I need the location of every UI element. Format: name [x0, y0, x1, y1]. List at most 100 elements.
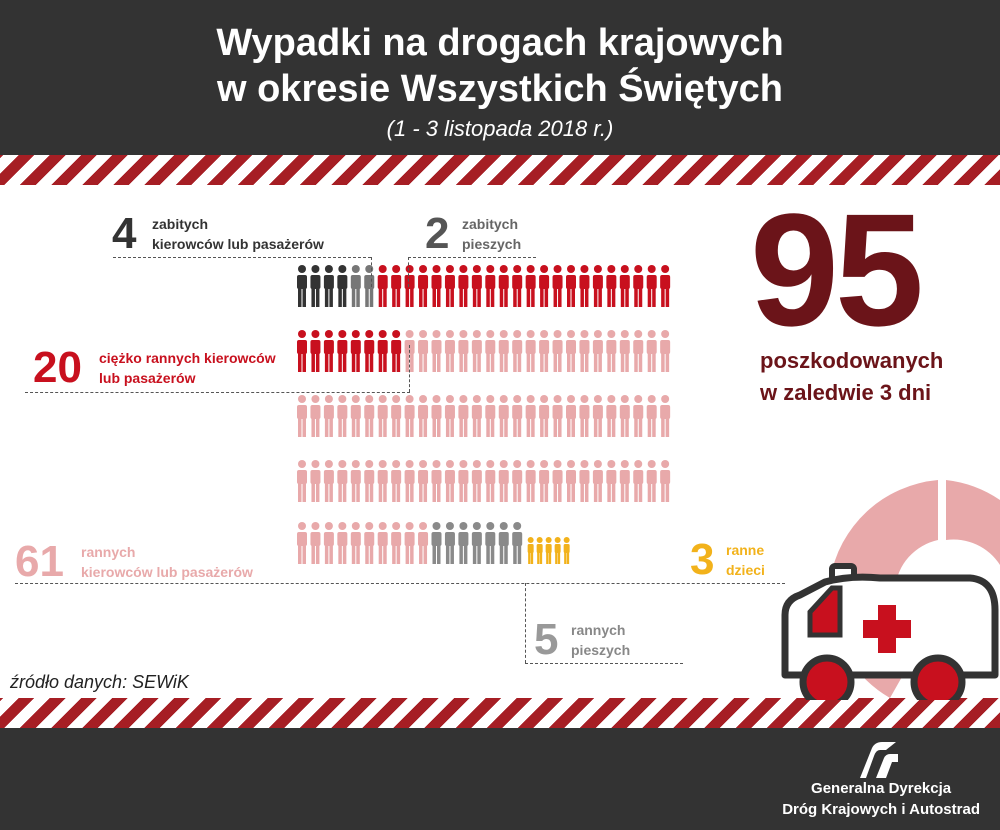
person-icon — [552, 265, 563, 307]
injured-occupant-icon — [539, 460, 550, 502]
injured-occupant-icon — [404, 522, 415, 564]
seriously-injured-icon — [391, 330, 402, 372]
injured-occupant-icon — [471, 395, 482, 437]
injured-child-icon — [536, 537, 543, 564]
person-icon — [660, 265, 671, 307]
injured-children-line2: dzieci — [726, 562, 765, 578]
person-icon — [377, 265, 388, 307]
injured-occupant-icon — [579, 460, 590, 502]
killed-pedestrian-icon — [350, 265, 361, 307]
person-icon — [606, 265, 617, 307]
injured-pedestrians-line2: pieszych — [571, 642, 631, 658]
injured-occupant-icon — [350, 460, 361, 502]
seriously-injured-icon — [377, 330, 388, 372]
injured-occupant-icon — [539, 395, 550, 437]
injured-occupant-icon — [552, 330, 563, 372]
divider-killed-occupants — [113, 257, 371, 258]
title-line-1: Wypadki na drogach krajowych — [216, 22, 784, 64]
injured-occupant-icon — [485, 460, 496, 502]
person-icon — [512, 265, 523, 307]
injured-occupant-icon — [297, 522, 307, 564]
killed-occupant-icon — [310, 265, 321, 307]
divider-injured-pedestrians — [525, 663, 683, 664]
divider-killed-pedestrians-v — [408, 257, 409, 287]
person-icon — [525, 265, 536, 307]
seriously-injured-icon — [323, 330, 334, 372]
injured-occupant-icon — [646, 395, 657, 437]
injured-occupant-icon — [377, 460, 388, 502]
injured-pedestrian-icon — [444, 522, 455, 564]
injured-children-line1: ranne — [726, 542, 765, 558]
injured-occupant-icon — [323, 522, 334, 564]
footer — [0, 728, 1000, 830]
killed-occupant-icon — [297, 265, 307, 307]
injured-pedestrian-icon — [485, 522, 496, 564]
org-name: Generalna Dyrekcja Dróg Krajowych i Auto… — [782, 778, 980, 820]
injured-occupant-icon — [431, 395, 442, 437]
injured-occupant-icon — [525, 460, 536, 502]
injured-pedestrian-icon — [471, 522, 482, 564]
injured-occupant-icon — [485, 395, 496, 437]
person-icon — [592, 265, 603, 307]
injured-occupant-icon — [337, 395, 348, 437]
injured-occupant-icon — [458, 460, 469, 502]
seriously-injured-line2: lub pasażerów — [99, 370, 196, 386]
injured-occupant-icon — [606, 460, 617, 502]
injured-occupant-icon — [606, 330, 617, 372]
injured-occupant-icon — [323, 395, 334, 437]
injured-occupant-icon — [539, 330, 550, 372]
divider-killed-pedestrians — [408, 257, 536, 258]
injured-occupant-icon — [418, 395, 429, 437]
injured-occupant-icon — [660, 330, 671, 372]
title-line-2: w okresie Wszystkich Świętych — [216, 68, 783, 110]
person-icon — [646, 265, 657, 307]
divider-killed-occupants-v — [371, 257, 372, 287]
org-name-line2: Dróg Krajowych i Autostrad — [782, 801, 980, 818]
injured-child-icon — [554, 537, 561, 564]
injured-occupant-icon — [633, 395, 644, 437]
divider-seriously-injured — [25, 392, 410, 393]
killed-occupants-number: 4 — [112, 209, 137, 258]
injured-occupant-icon — [606, 395, 617, 437]
injured-pedestrian-icon — [431, 522, 442, 564]
total-caption: poszkodowanych w zaledwie 3 dni — [760, 345, 943, 409]
injured-occupant-icon — [310, 522, 321, 564]
person-icon — [418, 265, 429, 307]
divider-seriously-injured-v — [409, 345, 410, 392]
injured-occupant-icon — [404, 460, 415, 502]
person-icon — [431, 265, 442, 307]
killed-occupant-icon — [337, 265, 348, 307]
injured-occupant-icon — [404, 395, 415, 437]
injured-occupant-icon — [391, 460, 402, 502]
injured-occupant-icon — [619, 460, 630, 502]
seriously-injured-number: 20 — [33, 343, 82, 392]
injured-occupant-icon — [552, 395, 563, 437]
killed-pedestrians-number: 2 — [425, 209, 450, 258]
person-icon — [485, 265, 496, 307]
injured-occupant-icon — [444, 330, 455, 372]
seriously-injured-icon — [350, 330, 361, 372]
injured-occupant-icon — [391, 395, 402, 437]
injured-occupant-icon — [364, 522, 375, 564]
injured-occupant-icon — [566, 330, 576, 372]
ambulance-illustration — [781, 480, 1000, 700]
person-icon — [539, 265, 550, 307]
injured-pedestrian-icon — [498, 522, 509, 564]
person-icon — [633, 265, 644, 307]
injured-pedestrian-icon — [512, 522, 523, 564]
data-source: źródło danych: SEWiK — [10, 672, 189, 692]
injured-occupant-icon — [458, 395, 469, 437]
total-caption-line1: poszkodowanych — [760, 348, 944, 373]
injured-occupant-icon — [566, 460, 576, 502]
injured-occupant-icon — [660, 460, 671, 502]
killed-pedestrians-line2: pieszych — [462, 236, 522, 252]
injured-occupant-icon — [471, 330, 482, 372]
injured-children-number: 3 — [690, 535, 715, 584]
person-icon — [444, 265, 455, 307]
injured-occupant-icon — [458, 330, 469, 372]
person-icon — [579, 265, 590, 307]
injured-occupant-icon — [297, 460, 307, 502]
injured-occupant-icon — [444, 460, 455, 502]
injured-occupant-icon — [485, 330, 496, 372]
injured-occupant-icon — [512, 330, 523, 372]
